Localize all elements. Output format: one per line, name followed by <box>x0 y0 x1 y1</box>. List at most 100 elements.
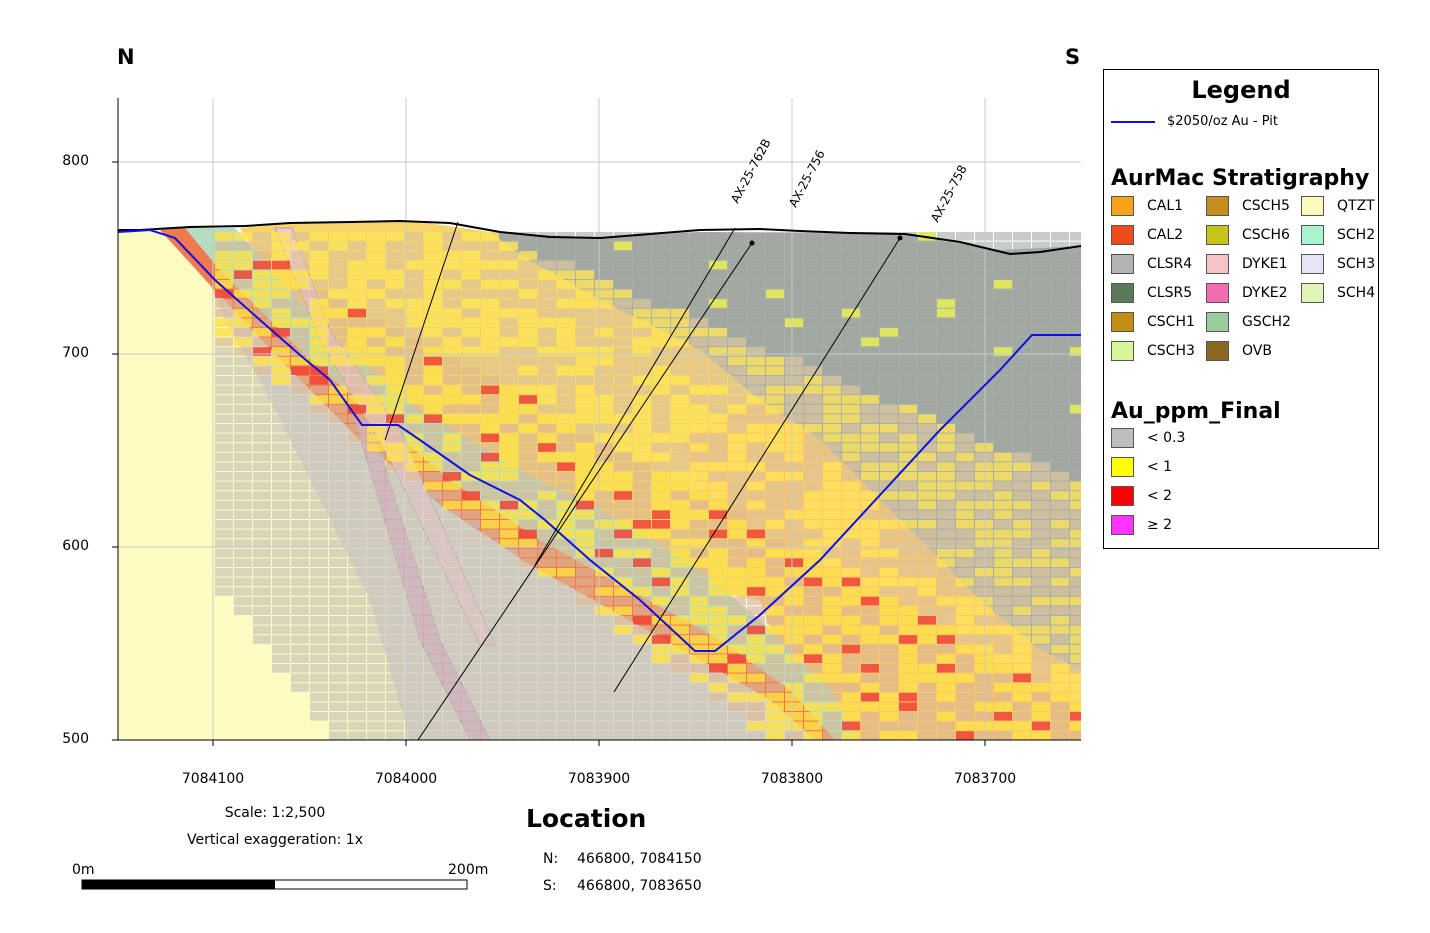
grade-block <box>519 462 537 471</box>
grade-block <box>766 270 784 279</box>
grade-block <box>1070 395 1081 404</box>
grade-block <box>386 702 404 711</box>
grade-block <box>747 558 765 567</box>
grade-block <box>823 404 841 414</box>
grade-block <box>614 520 632 529</box>
grade-block <box>424 673 442 683</box>
grade-block <box>994 664 1012 673</box>
grade-block <box>348 692 366 702</box>
grade-block <box>329 414 347 423</box>
grade-block <box>1013 366 1031 375</box>
grade-block <box>595 443 613 452</box>
grade-block <box>937 568 955 577</box>
grade-block <box>785 404 803 414</box>
grade-block <box>1013 328 1031 337</box>
grade-block <box>215 491 233 500</box>
y-tick-label: 700 <box>62 345 89 361</box>
grade-block <box>291 644 309 654</box>
grade-block <box>291 500 309 510</box>
grade-block <box>937 491 955 500</box>
grade-block <box>367 260 385 270</box>
grade-block <box>310 577 328 587</box>
grade-block <box>405 433 423 443</box>
grade-block <box>348 654 366 663</box>
grade-block <box>595 654 613 663</box>
grade-block <box>291 664 309 673</box>
grade-block <box>272 232 290 241</box>
grade-block <box>804 491 822 500</box>
grade-block <box>690 356 708 366</box>
grade-block <box>329 664 347 673</box>
grade-block <box>424 568 442 577</box>
grade-block <box>633 481 651 491</box>
grade-block <box>823 337 841 347</box>
grade-block <box>519 308 537 318</box>
grade-block <box>348 558 366 567</box>
grade-block <box>538 424 556 433</box>
grade-block <box>918 366 936 375</box>
grade-block <box>272 328 290 337</box>
grade-block <box>234 366 252 375</box>
grade-block <box>443 692 461 702</box>
legend-item-label: SCH2 <box>1337 227 1376 243</box>
grade-block <box>690 702 708 711</box>
location-key: S: <box>543 878 557 894</box>
grade-block <box>595 587 613 596</box>
grade-block <box>367 462 385 471</box>
grade-block <box>462 702 480 711</box>
grade-block <box>937 606 955 615</box>
grade-block <box>1070 731 1081 740</box>
grade-block <box>386 318 404 327</box>
grade-block <box>367 241 385 251</box>
grade-block <box>766 433 784 443</box>
grade-block <box>1070 616 1081 625</box>
grade-block <box>595 558 613 567</box>
grade-block <box>500 654 518 663</box>
grade-block <box>690 251 708 260</box>
grade-block <box>272 548 290 558</box>
legend-swatch <box>1301 254 1324 274</box>
grade-block <box>443 472 461 481</box>
grade-block <box>1013 251 1031 260</box>
grade-block <box>500 529 518 539</box>
grade-block <box>1032 731 1050 740</box>
grade-block <box>557 232 575 241</box>
tick-marks <box>112 161 986 746</box>
grade-block <box>215 232 233 241</box>
grade-block <box>861 452 879 462</box>
grade-block <box>1013 673 1031 683</box>
grade-block <box>348 260 366 270</box>
grade-block <box>975 395 993 404</box>
grade-block <box>462 548 480 558</box>
grade-block <box>652 721 670 731</box>
grade-block <box>215 510 233 519</box>
grade-block <box>348 289 366 299</box>
grade-block <box>766 587 784 596</box>
grade-block <box>709 433 727 443</box>
grade-block <box>633 520 651 529</box>
grade-block <box>348 616 366 625</box>
grade-block <box>234 568 252 577</box>
grade-block <box>253 414 271 423</box>
grade-block <box>994 318 1012 327</box>
grade-block <box>253 347 271 356</box>
grade-block <box>880 568 898 577</box>
grade-block <box>709 721 727 731</box>
grade-block <box>880 673 898 683</box>
grade-block <box>348 491 366 500</box>
grade-block <box>747 270 765 279</box>
grade-block <box>633 712 651 721</box>
grade-block <box>614 328 632 337</box>
grade-block <box>671 280 689 289</box>
grade-block <box>481 289 499 299</box>
grade-block <box>652 491 670 500</box>
grade-block <box>766 404 784 414</box>
grade-block <box>918 395 936 404</box>
grade-block <box>367 395 385 404</box>
grade-block <box>1070 232 1081 241</box>
grade-block <box>1051 280 1069 289</box>
grade-block <box>975 433 993 443</box>
grade-block <box>842 500 860 510</box>
grade-block <box>918 385 936 395</box>
grade-block <box>557 539 575 548</box>
